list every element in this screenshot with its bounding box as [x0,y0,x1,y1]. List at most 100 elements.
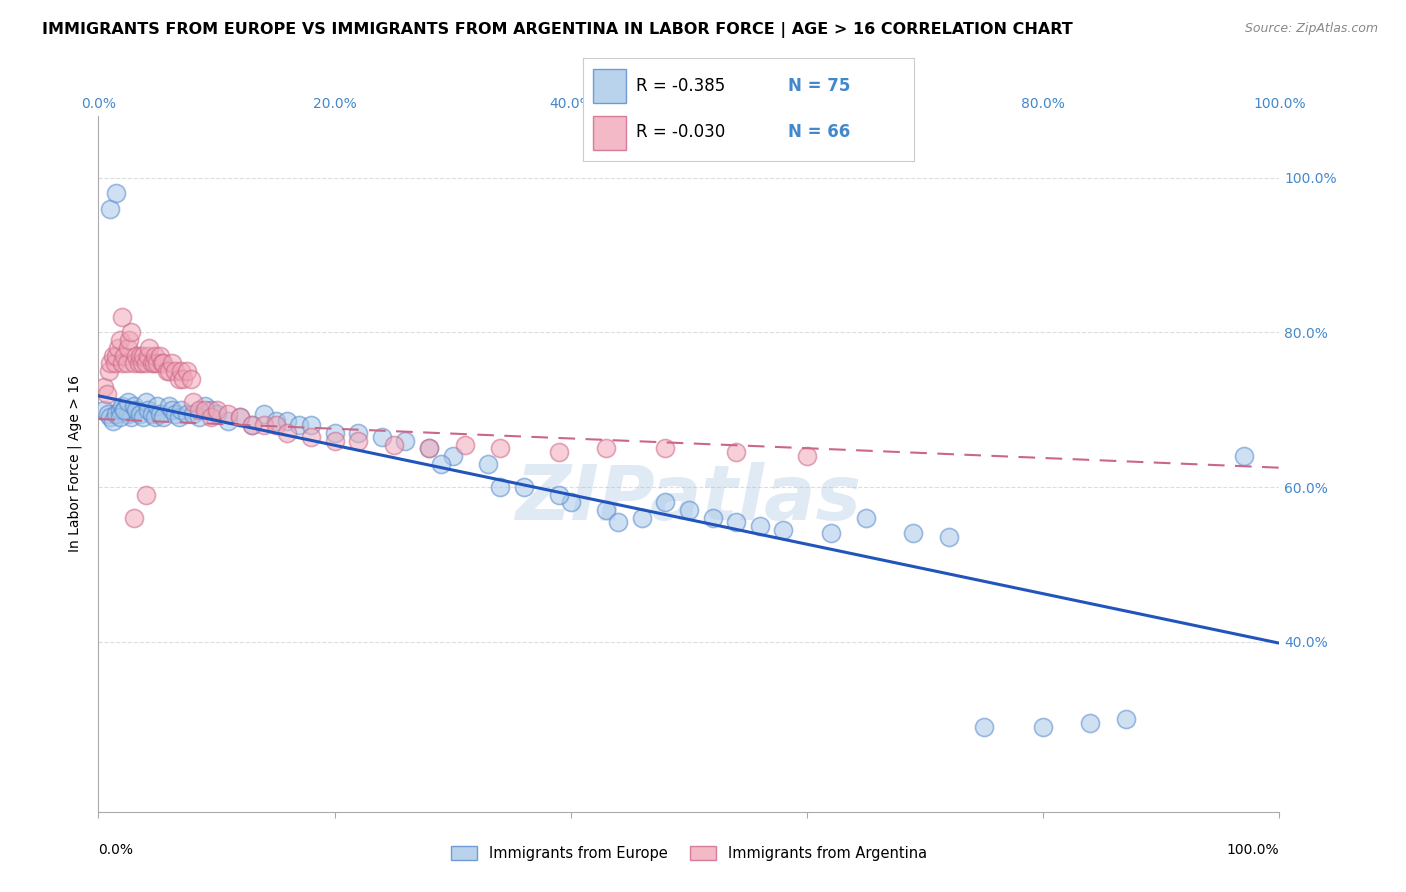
Point [678,503,700,517]
Point [194,399,217,413]
Point [595,503,617,517]
Point [141,356,163,370]
Point [240,418,263,433]
Point [654,495,676,509]
Point [176,364,198,378]
Point [141,407,163,421]
Point [105,349,128,363]
Point [418,442,440,456]
Bar [593,117,627,150]
Point [150,356,173,370]
Point [108,333,131,347]
Point [108,410,131,425]
Point [167,372,190,386]
Point [101,349,124,363]
Point [489,442,512,456]
Point [170,364,193,378]
Point [165,407,187,421]
Point [371,430,394,444]
Point [152,356,174,370]
Point [382,437,405,451]
Point [855,511,877,525]
Point [98,202,121,216]
Point [157,399,180,413]
Point [1233,449,1256,463]
Point [125,402,148,417]
Point [97,407,120,421]
Point [136,349,159,363]
Point [121,326,143,340]
Point [172,372,194,386]
Point [595,442,617,456]
Point [149,407,172,421]
Point [180,372,202,386]
Point [112,402,135,417]
Point [93,379,115,393]
Point [187,410,209,425]
Point [121,410,143,425]
Legend: Immigrants from Europe, Immigrants from Argentina: Immigrants from Europe, Immigrants from … [446,840,932,867]
Point [112,349,135,363]
Point [240,418,263,433]
Point [820,526,842,541]
Point [176,407,198,421]
Point [105,186,128,201]
Point [149,349,172,363]
Point [702,511,724,525]
Text: N = 75: N = 75 [789,78,851,95]
Point [170,402,193,417]
Point [104,356,127,370]
Text: 0.0%: 0.0% [98,843,134,856]
Point [98,364,121,378]
Point [253,407,276,421]
Text: IMMIGRANTS FROM EUROPE VS IMMIGRANTS FROM ARGENTINA IN LABOR FORCE | AGE > 16 CO: IMMIGRANTS FROM EUROPE VS IMMIGRANTS FRO… [42,22,1073,38]
Point [105,407,128,421]
Point [725,515,748,529]
Point [157,364,180,378]
Point [288,418,311,433]
Point [146,399,169,413]
Point [165,364,187,378]
Point [132,349,155,363]
Point [107,341,129,355]
Text: R = -0.385: R = -0.385 [637,78,725,95]
Point [132,410,155,425]
Point [264,414,287,428]
Point [98,410,121,425]
Point [93,402,115,417]
Point [118,333,141,347]
Y-axis label: In Labor Force | Age > 16: In Labor Force | Age > 16 [67,376,83,552]
Point [654,442,676,456]
Point [117,407,139,421]
Point [1032,720,1054,734]
Point [146,356,169,370]
Point [125,349,148,363]
Point [117,341,139,355]
Point [264,418,287,433]
Point [111,356,134,370]
Point [477,457,499,471]
Point [131,356,153,370]
Point [194,402,217,417]
Text: ZIPatlas: ZIPatlas [516,462,862,535]
Point [160,402,183,417]
Point [725,445,748,459]
Point [347,434,370,448]
Text: Source: ZipAtlas.com: Source: ZipAtlas.com [1244,22,1378,36]
Point [217,414,239,428]
Point [138,341,160,355]
Point [512,480,534,494]
Point [167,410,190,425]
Point [156,364,179,378]
Point [229,410,252,425]
Point [772,523,794,537]
Point [108,402,131,417]
Point [903,526,925,541]
Point [276,425,298,440]
Point [135,488,157,502]
Point [323,425,346,440]
Point [135,356,157,370]
Point [560,495,582,509]
Point [299,418,322,433]
Point [548,488,571,502]
